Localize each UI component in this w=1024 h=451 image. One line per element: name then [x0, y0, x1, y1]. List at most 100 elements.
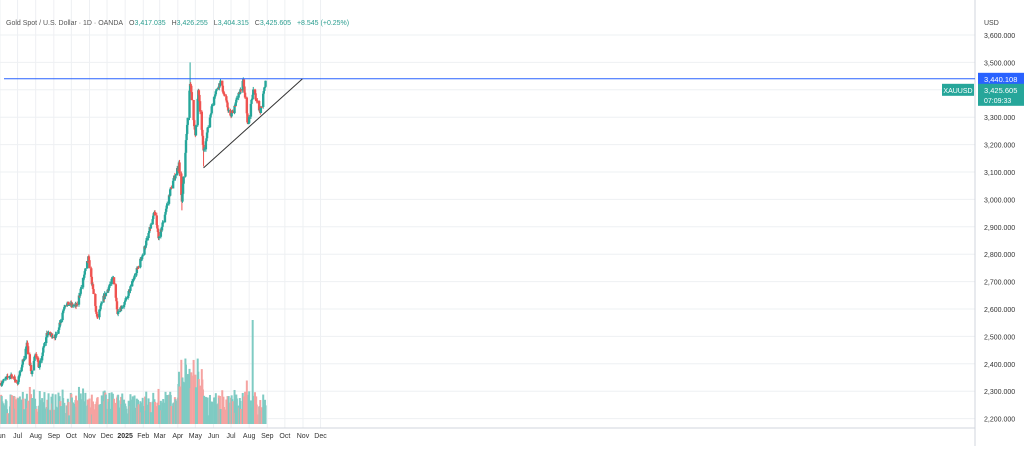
- candle-body[interactable]: [94, 305, 98, 312]
- candle-body[interactable]: [145, 238, 149, 241]
- candle-body[interactable]: [207, 127, 210, 129]
- candle-body[interactable]: [185, 124, 189, 134]
- candle-body[interactable]: [208, 117, 212, 128]
- candle-body[interactable]: [145, 240, 148, 246]
- candle-body[interactable]: [255, 100, 258, 102]
- candle-body[interactable]: [110, 278, 113, 285]
- candle-body[interactable]: [125, 297, 128, 299]
- candle-body[interactable]: [263, 87, 266, 91]
- candle-body[interactable]: [243, 86, 246, 93]
- candle-body[interactable]: [222, 91, 225, 94]
- candle-body[interactable]: [65, 305, 68, 307]
- candle-body[interactable]: [144, 245, 147, 248]
- candle-body[interactable]: [129, 286, 132, 291]
- candle-body[interactable]: [182, 176, 185, 184]
- candle-body[interactable]: [181, 183, 185, 194]
- candle-body[interactable]: [205, 138, 208, 142]
- candle-body[interactable]: [163, 214, 167, 223]
- candle-body[interactable]: [33, 356, 36, 361]
- candle-body[interactable]: [13, 376, 16, 381]
- candle-body[interactable]: [170, 187, 173, 189]
- candle-body[interactable]: [259, 106, 263, 113]
- candle-body[interactable]: [213, 96, 216, 98]
- candle-body[interactable]: [28, 354, 32, 366]
- candle-body[interactable]: [36, 357, 40, 362]
- candle-body[interactable]: [140, 256, 144, 260]
- candle-body[interactable]: [256, 100, 259, 102]
- candle-body[interactable]: [83, 271, 87, 275]
- candle-body[interactable]: [108, 285, 111, 288]
- candle-body[interactable]: [147, 231, 151, 234]
- candle-body[interactable]: [106, 289, 109, 293]
- candle-body[interactable]: [71, 303, 74, 307]
- candle-body[interactable]: [77, 295, 81, 305]
- trend-line[interactable]: [203, 78, 303, 169]
- candle-body[interactable]: [55, 333, 58, 335]
- candle-body[interactable]: [226, 107, 230, 111]
- candle-body[interactable]: [83, 274, 86, 278]
- candle-body[interactable]: [246, 113, 249, 123]
- candle-body[interactable]: [253, 89, 257, 94]
- candle-body[interactable]: [90, 268, 93, 277]
- candle-body[interactable]: [250, 99, 254, 101]
- candle-body[interactable]: [10, 374, 13, 378]
- candle-body[interactable]: [4, 378, 8, 380]
- candle-body[interactable]: [247, 116, 251, 123]
- candle-body[interactable]: [0, 383, 3, 386]
- candle-body[interactable]: [124, 298, 127, 301]
- candle-body[interactable]: [96, 316, 99, 318]
- candle-body[interactable]: [166, 203, 169, 206]
- candle-body[interactable]: [249, 103, 253, 117]
- candle-body[interactable]: [126, 295, 130, 298]
- candle-body[interactable]: [197, 90, 201, 95]
- candle-body[interactable]: [189, 83, 192, 86]
- candle-body[interactable]: [47, 331, 50, 335]
- candle-body[interactable]: [92, 289, 95, 294]
- candle-body[interactable]: [215, 89, 218, 92]
- candle-body[interactable]: [46, 334, 50, 336]
- candle-body[interactable]: [29, 365, 33, 372]
- candle-body[interactable]: [41, 352, 44, 356]
- candle-body[interactable]: [254, 93, 257, 100]
- candle-body[interactable]: [164, 211, 167, 215]
- candle-body[interactable]: [165, 205, 168, 209]
- candle-body[interactable]: [98, 309, 102, 311]
- candle-body[interactable]: [235, 99, 238, 103]
- candle-body[interactable]: [139, 258, 142, 268]
- candle-body[interactable]: [264, 80, 267, 87]
- candle-body[interactable]: [233, 105, 236, 114]
- candle-body[interactable]: [18, 375, 21, 377]
- candle-body[interactable]: [104, 292, 108, 296]
- candle-body[interactable]: [209, 114, 212, 118]
- candle-body[interactable]: [61, 312, 64, 321]
- candle-body[interactable]: [35, 354, 38, 358]
- candle-body[interactable]: [80, 287, 83, 289]
- candle-body[interactable]: [90, 276, 94, 285]
- candle-body[interactable]: [219, 80, 222, 85]
- candle-body[interactable]: [95, 313, 99, 317]
- candle-body[interactable]: [123, 300, 127, 303]
- candle-body[interactable]: [225, 100, 229, 103]
- candle-body[interactable]: [230, 112, 233, 117]
- candle-body[interactable]: [67, 301, 70, 306]
- candle-body[interactable]: [262, 93, 265, 107]
- candle-body[interactable]: [149, 224, 153, 229]
- candle-body[interactable]: [63, 305, 67, 308]
- candle-body[interactable]: [94, 293, 97, 306]
- candle-body[interactable]: [143, 246, 146, 255]
- candle-body[interactable]: [156, 225, 159, 229]
- candle-body[interactable]: [222, 93, 226, 95]
- candle-body[interactable]: [202, 149, 206, 151]
- candle-body[interactable]: [176, 168, 179, 176]
- candle-body[interactable]: [25, 346, 28, 349]
- candle-body[interactable]: [62, 309, 65, 311]
- candle-body[interactable]: [184, 152, 187, 177]
- candle-body[interactable]: [61, 310, 65, 313]
- candle-body[interactable]: [257, 101, 261, 111]
- candle-body[interactable]: [201, 135, 205, 145]
- candle-body[interactable]: [214, 91, 218, 95]
- candle-body[interactable]: [164, 208, 168, 212]
- candle-body[interactable]: [167, 195, 171, 204]
- candle-body[interactable]: [130, 281, 134, 287]
- candle-body[interactable]: [17, 376, 20, 382]
